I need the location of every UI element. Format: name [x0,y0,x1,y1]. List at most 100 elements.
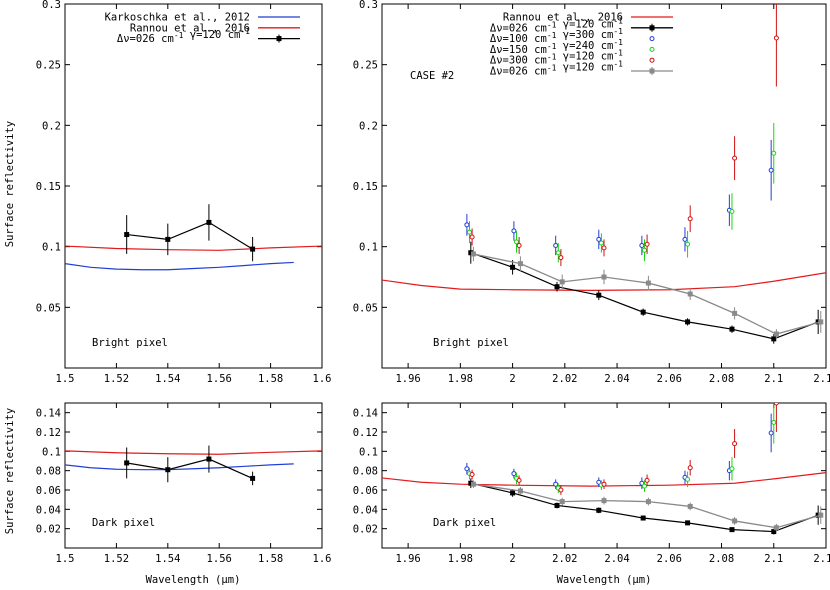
data-point [558,255,564,261]
data-point [645,280,651,286]
y-tick-label: 0.14 [36,408,61,420]
x-tick-label: 1.52 [104,373,129,385]
y-tick-label: 0.1 [42,242,61,254]
data-point [682,236,688,242]
data-point [729,326,735,332]
data-point [469,472,475,478]
legend-label: Δν=026 cm-1 γ=120 cm-1 [490,16,623,34]
x-tick-label: 1.58 [258,553,283,565]
data-point [773,525,779,531]
data-point [250,475,256,481]
data-point [773,403,779,406]
data-point [685,520,691,526]
x-tick-label: 2.04 [604,373,629,385]
data-point [470,251,476,257]
x-tick-label: 2 [509,373,515,385]
y-tick-label: 0.15 [36,181,61,193]
series-line-red [382,472,826,487]
data-point [596,507,602,513]
series-layer [382,403,826,535]
series-line-gray [473,253,821,335]
y-tick-label: 0.25 [353,60,378,72]
y-tick-label: 0.06 [36,485,61,497]
panels: 1.5 1.52 1.54 1.56 1.58 1.60.050.10.150.20.25… [36,0,830,565]
legend-marker [649,46,655,52]
data-point [771,529,777,535]
data-point [687,503,693,509]
panel-annotation: Dark pixel [92,517,155,529]
plot-frame [64,3,323,369]
data-point [732,518,738,524]
data-point [640,515,646,521]
legend-label: Rannou et al., 2016 [503,12,623,24]
series-layer [382,4,826,344]
data-point [206,456,212,462]
data-point [687,291,693,297]
y-tick-label: 0.04 [36,504,61,516]
x-tick-label: 2.08 [709,553,734,565]
panel-annotation: Bright pixel [433,337,509,349]
y-tick-label: 0.3 [359,0,378,11]
data-point [466,229,472,235]
data-point [510,264,516,270]
data-point [598,240,604,246]
y-tick-label: 0.3 [42,0,61,11]
data-point [641,247,647,253]
legend-marker [649,36,655,42]
y-tick-label: 0.02 [36,524,61,536]
data-point [815,319,821,325]
data-point [644,477,650,483]
panel-bottom-left: 1.5 1.52 1.54 1.56 1.58 1.6 0.02 0.04 0.06 0.08 0.… [36,402,331,565]
x-axis-label-left: Wavelength (μm) [146,574,241,586]
x-tick-label: 2.12 [813,373,830,385]
series-line-black [126,221,253,250]
data-point [687,465,693,471]
data-point [510,490,516,496]
x-tick-label: 2.1 [764,373,783,385]
x-tick-label: 2.02 [552,373,577,385]
data-point [685,319,691,325]
data-point [596,292,602,298]
y-tick-label: 0.1 [42,446,61,458]
data-point [468,250,474,256]
data-point [768,430,774,436]
panel-annotation: Dark pixel [433,517,496,529]
y-tick-label: 0.08 [353,466,378,478]
legend-label: Karkoschka et al., 2012 [105,12,250,24]
legend-label: Δν=300 cm-1 γ=120 cm-1 [490,49,623,67]
data-point [685,241,691,247]
x-tick-label: 1.96 [395,373,420,385]
data-point [596,236,602,242]
data-point [554,284,560,290]
data-point [729,527,735,533]
series-line-red [65,450,322,455]
data-point [516,477,522,483]
y-axis-label-top: Surface reflectivity [4,121,16,247]
legend-label: Δν=150 cm-1 γ=240 cm-1 [490,38,623,56]
x-tick-label: 2.02 [552,553,577,565]
x-tick-label: 1.56 [207,553,232,565]
data-point [639,242,645,248]
data-point [553,481,559,487]
plot-frame [64,402,323,549]
data-point [559,279,565,285]
data-point [818,512,824,518]
series-line-red [382,272,826,291]
data-point [768,167,774,173]
data-point [645,499,651,505]
x-tick-label: 2.06 [657,553,682,565]
legend-label: Δν=026 cm-1 γ=120 cm-1 [490,60,623,78]
y-tick-label: 0.08 [36,466,61,478]
data-point [732,310,738,316]
y-tick-label: 0.06 [353,485,378,497]
data-point [516,242,522,248]
panel-annotation: Bright pixel [92,337,168,349]
y-tick-label: 0.14 [353,408,378,420]
x-tick-label: 1.54 [155,553,180,565]
data-point [511,471,517,477]
data-point [771,336,777,342]
data-point [773,35,779,41]
y-tick-label: 0.04 [353,504,378,516]
